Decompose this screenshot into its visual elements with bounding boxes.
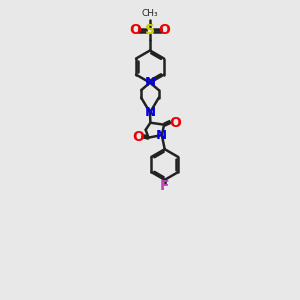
- Text: O: O: [159, 23, 170, 37]
- Text: CH₃: CH₃: [142, 8, 158, 17]
- Text: N: N: [144, 106, 156, 119]
- Text: S: S: [145, 23, 155, 37]
- Text: O: O: [132, 130, 144, 144]
- Text: O: O: [169, 116, 181, 130]
- Text: N: N: [156, 129, 167, 142]
- Text: O: O: [130, 23, 141, 37]
- Text: N: N: [144, 76, 156, 89]
- Text: F: F: [160, 179, 169, 193]
